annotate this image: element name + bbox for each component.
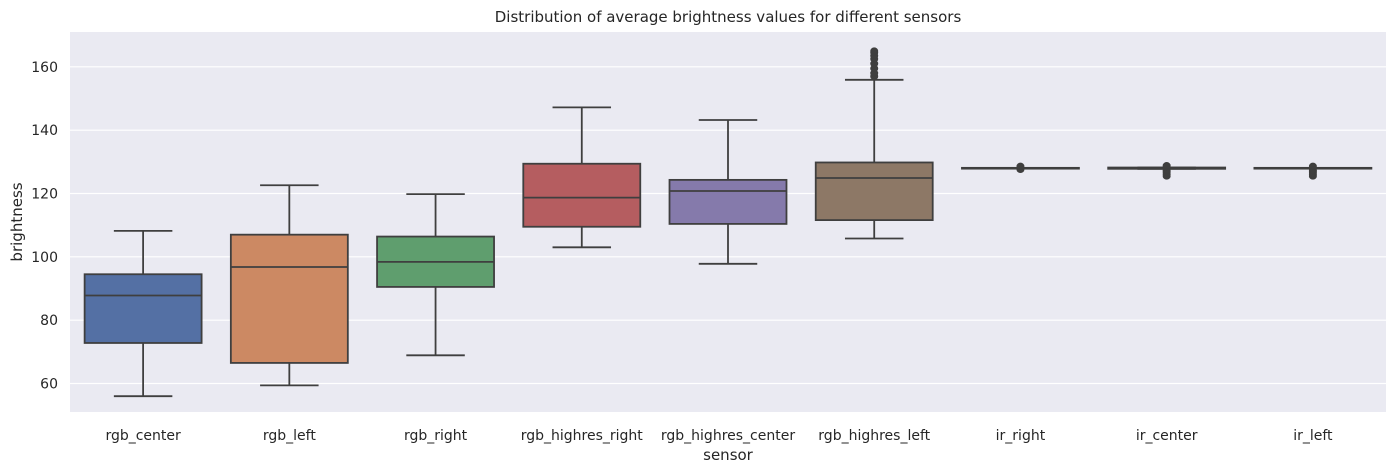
outlier-point: [1016, 162, 1025, 170]
x-tick-label: ir_right: [996, 428, 1046, 444]
outlier-point: [870, 47, 879, 55]
box-rgb_right: [376, 193, 495, 357]
x-tick-label: ir_left: [1293, 428, 1333, 444]
y-tick-label: 60: [40, 377, 58, 393]
y-tick-label: 80: [40, 313, 58, 329]
y-tick-label: 160: [31, 60, 58, 76]
y-tick-labels: 60 80 100 120 140 160: [31, 60, 58, 393]
box-rgb_highres_left: [814, 47, 934, 240]
box-rgb_center: [83, 229, 203, 398]
iqr-box: [814, 161, 934, 221]
box-series: [83, 47, 1373, 398]
chart-title: Distribution of average brightness value…: [495, 8, 962, 26]
x-tick-label: rgb_center: [105, 428, 181, 444]
iqr-box: [522, 162, 642, 228]
iqr-box: [229, 233, 349, 364]
iqr-box: [668, 178, 788, 225]
x-axis-label: sensor: [703, 446, 754, 464]
x-tick-label: ir_center: [1136, 428, 1198, 444]
outlier-point: [1308, 162, 1317, 170]
x-tick-label: rgb_left: [263, 428, 316, 444]
box-ir_right: [961, 162, 1080, 174]
y-tick-label: 100: [31, 250, 58, 266]
x-tick-label: rgb_highres_right: [521, 428, 644, 444]
box-rgb_highres_center: [668, 119, 788, 265]
box-rgb_highres_right: [522, 106, 642, 249]
box-ir_center: [1107, 162, 1227, 180]
box-ir_left: [1253, 162, 1373, 180]
x-tick-label: rgb_right: [404, 428, 468, 444]
outlier-point: [1162, 162, 1171, 170]
x-tick-labels: rgb_center rgb_left rgb_right rgb_highres_r…: [105, 428, 1333, 444]
box-rgb_left: [229, 184, 349, 387]
y-tick-label: 140: [31, 123, 58, 139]
y-tick-label: 120: [31, 187, 58, 203]
x-tick-label: rgb_highres_center: [661, 428, 795, 444]
iqr-box: [83, 273, 203, 344]
x-tick-label: rgb_highres_left: [818, 428, 930, 444]
y-axis-label: brightness: [8, 182, 26, 261]
